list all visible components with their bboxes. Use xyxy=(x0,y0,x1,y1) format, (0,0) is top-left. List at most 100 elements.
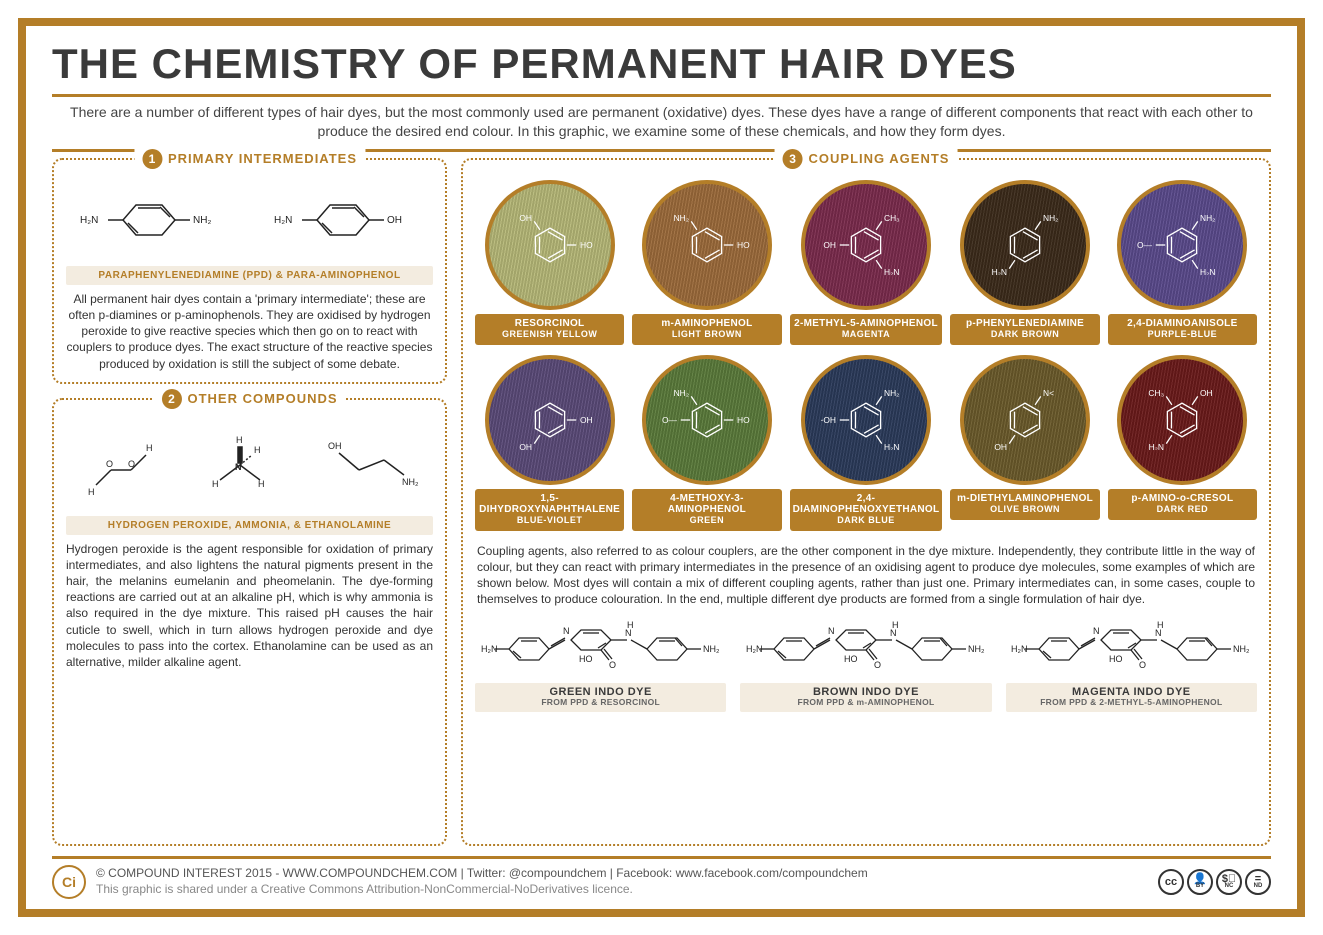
swatch-name: 1,5-DIHYDROXYNAPHTHALENE xyxy=(478,493,621,515)
box1-structures: H₂NNH₂ H₂N OH xyxy=(66,178,433,262)
swatch-color: DARK BLUE xyxy=(793,516,940,526)
cc-icon: cc xyxy=(1158,869,1184,895)
swatch-label: RESORCINOL GREENISH YELLOW xyxy=(475,314,624,345)
svg-text:OH: OH xyxy=(387,215,402,226)
cc-by-icon: 👤BY xyxy=(1187,869,1213,895)
svg-text:NH₂: NH₂ xyxy=(673,215,688,223)
svg-text:NH₂: NH₂ xyxy=(1043,215,1058,223)
swatch-color: DARK RED xyxy=(1111,505,1254,515)
footer: Ci © COMPOUND INTEREST 2015 - WWW.COMPOU… xyxy=(52,856,1271,899)
svg-text:H₂N: H₂N xyxy=(992,267,1007,275)
box2-text: Hydrogen peroxide is the agent responsib… xyxy=(66,541,433,671)
svg-text:OH: OH xyxy=(823,240,836,250)
left-column: 1 PRIMARY INTERMEDIATES H₂NNH₂ xyxy=(52,158,447,846)
svg-text:O—: O— xyxy=(662,414,678,424)
swatch-name: RESORCINOL xyxy=(478,318,621,329)
svg-text:O: O xyxy=(609,660,616,670)
svg-text:O: O xyxy=(1139,660,1146,670)
dye-label: BROWN INDO DYE FROM PPD & m-AMINOPHENOL xyxy=(740,683,991,711)
swatch-label: 2-METHYL-5-AMINOPHENOL MAGENTA xyxy=(790,314,943,345)
svg-text:H₂N: H₂N xyxy=(80,215,98,226)
swatch-name: p-PHENYLENEDIAMINE xyxy=(953,318,1096,329)
swatch-color: BLUE-VIOLET xyxy=(478,516,621,526)
svg-text:CH₃: CH₃ xyxy=(1149,390,1165,398)
swatch-6: HONH₂O— 4-METHOXY-3-AMINOPHENOL GREEN xyxy=(632,355,781,531)
indo-dye-structure-icon: H₂N HO O N N H NH₂ xyxy=(481,616,721,682)
svg-text:O: O xyxy=(106,459,113,469)
swatch-color: LIGHT BROWN xyxy=(635,330,778,340)
svg-text:N: N xyxy=(235,462,242,472)
box3-header: 3 COUPLING AGENTS xyxy=(775,149,958,169)
ppd-structure-icon: H₂NNH₂ xyxy=(68,185,238,255)
dye-label: MAGENTA INDO DYE FROM PPD & 2-METHYL-5-A… xyxy=(1006,683,1257,711)
indo-dye-1: H₂N HO O N N H NH₂ BROWN INDO DYE FROM P… xyxy=(740,615,991,711)
box2-header: 2 OTHER COMPOUNDS xyxy=(153,389,345,409)
badge-2: 2 xyxy=(161,389,181,409)
svg-text:H: H xyxy=(236,435,243,445)
cc-nd-icon: =ND xyxy=(1245,869,1271,895)
swatch-7: NH₂O~OHH₂N 2,4-DIAMINOPHENOXYETHANOL DAR… xyxy=(790,355,943,531)
svg-text:N: N xyxy=(1093,626,1100,636)
swatch-grid: HOOH RESORCINOL GREENISH YELLOW HONH₂ m-… xyxy=(475,180,1257,531)
svg-text:O~OH: O~OH xyxy=(821,414,836,424)
box3-title: COUPLING AGENTS xyxy=(809,151,950,166)
svg-text:O: O xyxy=(128,459,135,469)
footer-text: © COMPOUND INTEREST 2015 - WWW.COMPOUNDC… xyxy=(96,866,1148,897)
swatch-circle: OHOH xyxy=(485,355,615,485)
box2-structures: HOOH HHHH N xyxy=(66,418,433,512)
svg-text:HO: HO xyxy=(844,654,858,664)
dye-from: FROM PPD & 2-METHYL-5-AMINOPHENOL xyxy=(1010,698,1253,707)
box1-text: All permanent hair dyes contain a 'prima… xyxy=(66,291,433,372)
box-primary-intermediates: 1 PRIMARY INTERMEDIATES H₂NNH₂ xyxy=(52,158,447,384)
swatch-9: OHCH₃H₂N p-AMINO-o-CRESOL DARK RED xyxy=(1108,355,1257,531)
swatch-name: p-AMINO-o-CRESOL xyxy=(1111,493,1254,504)
swatch-color: OLIVE BROWN xyxy=(953,505,1096,515)
indo-dye-structure-icon: H₂N HO O N N H NH₂ xyxy=(1011,616,1251,682)
swatch-0: HOOH RESORCINOL GREENISH YELLOW xyxy=(475,180,624,345)
swatch-circle: NH₂O—H₂N xyxy=(1117,180,1247,310)
swatch-color: MAGENTA xyxy=(793,330,940,340)
main-grid: 1 PRIMARY INTERMEDIATES H₂NNH₂ xyxy=(52,158,1271,846)
box-coupling-agents: 3 COUPLING AGENTS HOOH RESORCINOL GREENI… xyxy=(461,158,1271,846)
svg-text:NH₂: NH₂ xyxy=(703,644,720,654)
dye-from: FROM PPD & RESORCINOL xyxy=(479,698,722,707)
cc-icons: cc 👤BY $⃠NC =ND xyxy=(1158,869,1271,895)
svg-text:H: H xyxy=(1157,620,1164,630)
ethanolamine-icon: OHNH₂ xyxy=(314,425,424,505)
badge-1: 1 xyxy=(142,149,162,169)
svg-text:H: H xyxy=(146,443,153,453)
swatch-label: 2,4-DIAMINOPHENOXYETHANOL DARK BLUE xyxy=(790,489,943,531)
svg-text:N: N xyxy=(828,626,835,636)
svg-text:NH₂: NH₂ xyxy=(1200,215,1215,223)
swatch-circle: HONH₂ xyxy=(642,180,772,310)
footer-line1: © COMPOUND INTEREST 2015 - WWW.COMPOUNDC… xyxy=(96,866,1148,882)
swatch-2: CH₃OHH₂N 2-METHYL-5-AMINOPHENOL MAGENTA xyxy=(790,180,943,345)
indo-dye-row: H₂N HO O N N H NH₂ GREEN INDO DYE FROM P… xyxy=(475,615,1257,711)
svg-text:O: O xyxy=(874,660,881,670)
swatch-name: 2-METHYL-5-AMINOPHENOL xyxy=(793,318,940,329)
swatch-circle: NH₂O~OHH₂N xyxy=(801,355,931,485)
svg-text:NH₂: NH₂ xyxy=(1233,644,1250,654)
right-column: 3 COUPLING AGENTS HOOH RESORCINOL GREENI… xyxy=(461,158,1271,846)
dye-structure: H₂N HO O N N H NH₂ xyxy=(740,615,991,683)
box2-mol-label: HYDROGEN PEROXIDE, AMMONIA, & ETHANOLAMI… xyxy=(66,516,433,535)
svg-text:NH₂: NH₂ xyxy=(402,477,419,487)
swatch-circle: N< OH xyxy=(960,355,1090,485)
dye-structure: H₂N HO O N N H NH₂ xyxy=(475,615,726,683)
box2-title: OTHER COMPOUNDS xyxy=(187,391,337,406)
svg-text:N<: N< xyxy=(1043,390,1054,398)
svg-text:H: H xyxy=(88,487,95,497)
swatch-circle: NH₂ H₂N xyxy=(960,180,1090,310)
title-rule xyxy=(52,94,1271,97)
box3-text: Coupling agents, also referred to as col… xyxy=(477,543,1255,608)
swatch-4: NH₂O—H₂N 2,4-DIAMINOANISOLE PURPLE-BLUE xyxy=(1108,180,1257,345)
svg-text:NH₂: NH₂ xyxy=(968,644,985,654)
svg-text:CH₃: CH₃ xyxy=(884,215,900,223)
svg-text:H: H xyxy=(892,620,899,630)
svg-text:H₂N: H₂N xyxy=(274,215,292,226)
svg-text:H: H xyxy=(254,445,261,455)
swatch-name: m-DIETHYLAMINOPHENOL xyxy=(953,493,1096,504)
svg-text:OH: OH xyxy=(994,441,1007,449)
swatch-name: 2,4-DIAMINOPHENOXYETHANOL xyxy=(793,493,940,515)
cc-nc-icon: $⃠NC xyxy=(1216,869,1242,895)
